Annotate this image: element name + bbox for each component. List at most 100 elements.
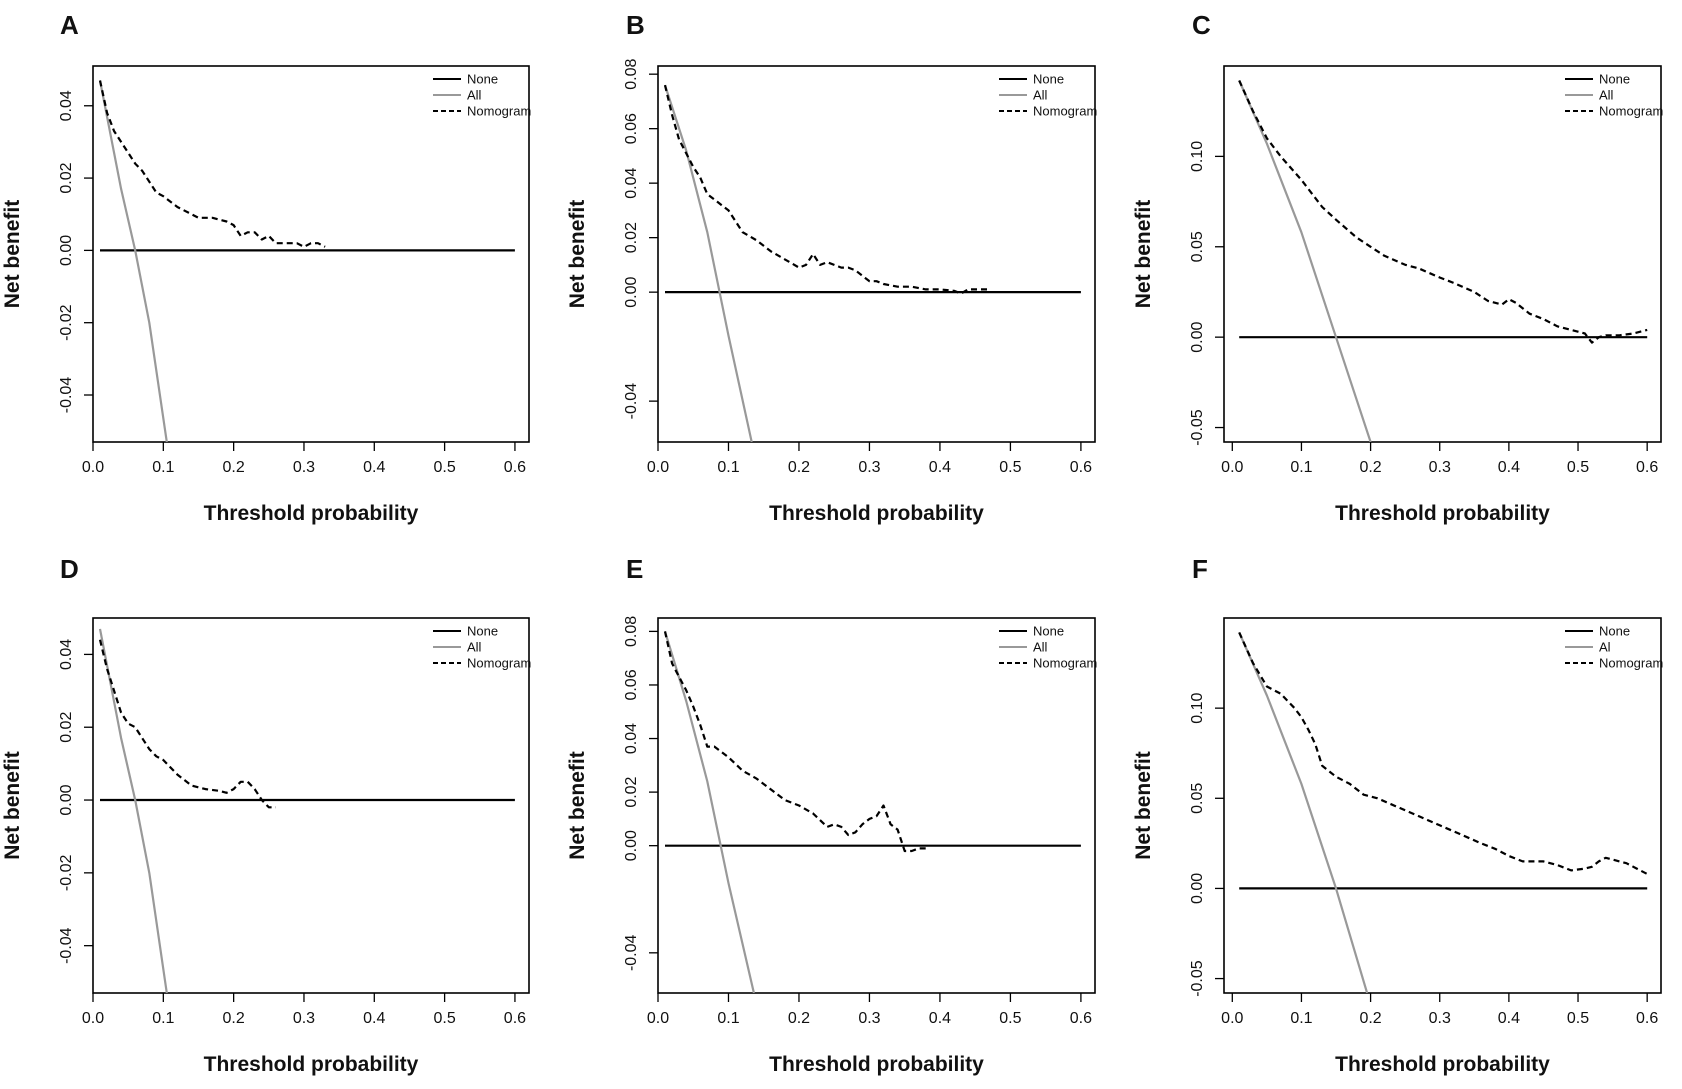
y-tick-label: -0.05	[1189, 409, 1206, 446]
panel-label: B	[626, 10, 645, 40]
y-tick-label: 0.04	[58, 90, 75, 121]
y-tick-label: -0.02	[58, 304, 75, 341]
legend-entry: Nomogram	[467, 104, 531, 119]
y-axis-title: Net benefit	[1132, 200, 1155, 309]
x-tick-label: 0.4	[363, 1010, 385, 1027]
y-axis-title: Net benefit	[1132, 751, 1155, 860]
x-tick-label: 0.2	[788, 1010, 810, 1027]
y-tick-label: -0.04	[58, 377, 75, 414]
chart-panel-d: D 0.0 0.1 0.2 0.3 0.4 0.5 0.6 -0.04 -0.02 0.00 0.02…	[1, 554, 531, 1076]
x-tick-label: 0.2	[223, 1010, 245, 1027]
y-tick-label: 0.10	[1189, 692, 1206, 723]
legend-entry: All	[1599, 88, 1614, 103]
series-line-all	[1238, 80, 1372, 442]
y-tick-label: 0.02	[58, 162, 75, 193]
plot-frame	[1223, 65, 1662, 443]
y-tick-label: 0.05	[1189, 783, 1206, 814]
x-tick-label: 0.0	[1221, 1010, 1243, 1027]
x-tick-label: 0.5	[1567, 459, 1589, 476]
legend-entry: All	[467, 88, 482, 103]
x-tick-label: 0.5	[999, 1010, 1021, 1027]
x-axis-title: Threshold probability	[769, 1053, 984, 1076]
x-tick-label: 0.0	[82, 1010, 104, 1027]
x-tick-label: 0.0	[1221, 459, 1243, 476]
legend-entry: None	[1599, 72, 1630, 87]
chart-panel-f: F 0.0 0.1 0.2 0.3 0.4 0.5 0.6 -0.05 0.00 0.05 0.10 T…	[1132, 554, 1663, 1076]
x-tick-label: 0.0	[647, 459, 669, 476]
x-tick-label: 0.5	[1567, 1010, 1589, 1027]
y-tick-label: 0.06	[623, 669, 640, 700]
legend-entry: None	[1033, 72, 1064, 87]
y-tick-label: 0.00	[1189, 321, 1206, 352]
y-tick-label: 0.02	[58, 712, 75, 743]
x-tick-label: 0.0	[647, 1010, 669, 1027]
x-tick-label: 0.0	[82, 459, 104, 476]
x-tick-label: 0.6	[504, 459, 526, 476]
x-tick-label: 0.2	[223, 459, 245, 476]
y-axis-title: Net benefit	[1, 200, 24, 309]
legend-entry: Nomogram	[1599, 656, 1663, 671]
x-tick-label: 0.6	[504, 1010, 526, 1027]
y-tick-label: 0.02	[623, 776, 640, 807]
series-line-nomogram	[98, 639, 276, 809]
x-tick-label: 0.1	[717, 459, 739, 476]
x-tick-label: 0.4	[1498, 459, 1520, 476]
y-tick-label: 0.04	[58, 639, 75, 670]
y-tick-label: 0.04	[623, 723, 640, 754]
y-tick-label: 0.00	[623, 276, 640, 307]
x-tick-label: 0.2	[1359, 1010, 1381, 1027]
series-line-all	[1238, 631, 1369, 993]
legend-entry: Al	[1599, 640, 1611, 655]
x-tick-label: 0.4	[929, 459, 951, 476]
legend-entry: None	[1599, 624, 1630, 639]
x-tick-label: 0.1	[1290, 1010, 1312, 1027]
panel-label: D	[60, 554, 79, 584]
x-axis-title: Threshold probability	[204, 1053, 419, 1076]
y-tick-label: 0.06	[623, 113, 640, 144]
legend-entry: None	[467, 72, 498, 87]
panel-label: E	[626, 554, 643, 584]
legend-entry: All	[467, 640, 482, 655]
series-line-all	[663, 631, 755, 993]
legend-entry: Nomogram	[1033, 104, 1097, 119]
legend-entry: None	[1033, 624, 1064, 639]
plot-frame	[657, 617, 1096, 994]
series-line-nomogram	[1238, 631, 1648, 875]
y-tick-label: -0.04	[58, 927, 75, 964]
x-tick-label: 0.1	[1290, 459, 1312, 476]
x-tick-label: 0.5	[433, 1010, 455, 1027]
y-axis-title: Net benefit	[566, 200, 589, 309]
chart-panel-e: E 0.0 0.1 0.2 0.3 0.4 0.5 0.6 -0.04 0.00 0.02 0.04 0…	[566, 554, 1097, 1076]
y-tick-label: 0.00	[58, 784, 75, 815]
y-tick-label: 0.00	[1189, 873, 1206, 904]
x-tick-label: 0.2	[788, 459, 810, 476]
legend-entry: None	[467, 624, 498, 639]
y-axis-title: Net benefit	[566, 751, 589, 860]
chart-panel-a: A 0.0 0.1 0.2 0.3 0.4 0.5 0.6 -0.04 -0.02 0.00 0.02…	[1, 10, 531, 525]
series-line-all	[98, 628, 168, 993]
y-tick-label: 0.08	[623, 616, 640, 647]
x-tick-label: 0.3	[293, 1010, 315, 1027]
x-tick-label: 0.2	[1359, 459, 1381, 476]
x-tick-label: 0.1	[152, 459, 174, 476]
legend-entry: Nomogram	[467, 656, 531, 671]
x-tick-label: 0.1	[717, 1010, 739, 1027]
y-axis-title: Net benefit	[1, 751, 24, 860]
x-tick-label: 0.4	[929, 1010, 951, 1027]
plot-frame	[657, 65, 1096, 443]
x-tick-label: 0.1	[152, 1010, 174, 1027]
x-tick-label: 0.3	[293, 459, 315, 476]
plot-frame	[1223, 617, 1662, 994]
series-line-nomogram	[663, 84, 990, 295]
x-tick-label: 0.6	[1636, 459, 1658, 476]
x-axis-title: Threshold probability	[1335, 502, 1550, 525]
x-tick-label: 0.5	[433, 459, 455, 476]
x-tick-label: 0.6	[1636, 1010, 1658, 1027]
x-tick-label: 0.3	[1429, 1010, 1451, 1027]
